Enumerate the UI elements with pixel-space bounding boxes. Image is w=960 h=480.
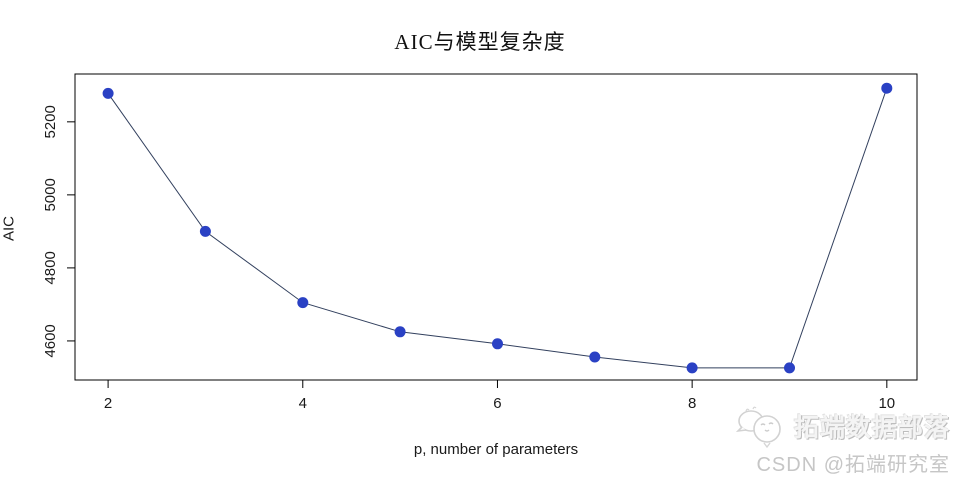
data-point bbox=[589, 351, 601, 363]
watermark: 拓端数据部落 CSDN @拓端研究室 bbox=[735, 403, 950, 476]
y-tick-label: 5000 bbox=[42, 178, 59, 211]
plot-frame bbox=[74, 73, 918, 381]
watermark-csdn-text: CSDN @拓端研究室 bbox=[756, 453, 950, 476]
chart-title: AIC与模型复杂度 bbox=[394, 30, 566, 54]
chick-mascot-icon bbox=[735, 403, 788, 454]
x-tick-label: 10 bbox=[878, 395, 895, 412]
watermark-brand-text: 拓端数据部落 bbox=[793, 414, 950, 443]
data-point bbox=[492, 338, 503, 350]
y-tick-label: 5200 bbox=[42, 105, 59, 138]
series-line bbox=[107, 88, 888, 369]
x-axis-label: p, number of parameters bbox=[413, 441, 579, 458]
data-point bbox=[686, 362, 698, 374]
x-tick-label: 6 bbox=[493, 395, 501, 412]
x-tick-label: 4 bbox=[299, 395, 307, 412]
data-point bbox=[199, 225, 211, 237]
data-point bbox=[394, 326, 406, 338]
data-point bbox=[297, 297, 309, 309]
x-tick-label: 2 bbox=[104, 395, 112, 412]
y-tick-label: 4600 bbox=[42, 324, 59, 357]
data-point bbox=[102, 87, 114, 99]
y-tick-label: 4800 bbox=[42, 251, 59, 284]
data-point bbox=[784, 362, 795, 374]
y-axis-label: AIC bbox=[0, 216, 18, 242]
x-tick-label: 8 bbox=[688, 395, 696, 412]
data-point bbox=[881, 82, 893, 94]
